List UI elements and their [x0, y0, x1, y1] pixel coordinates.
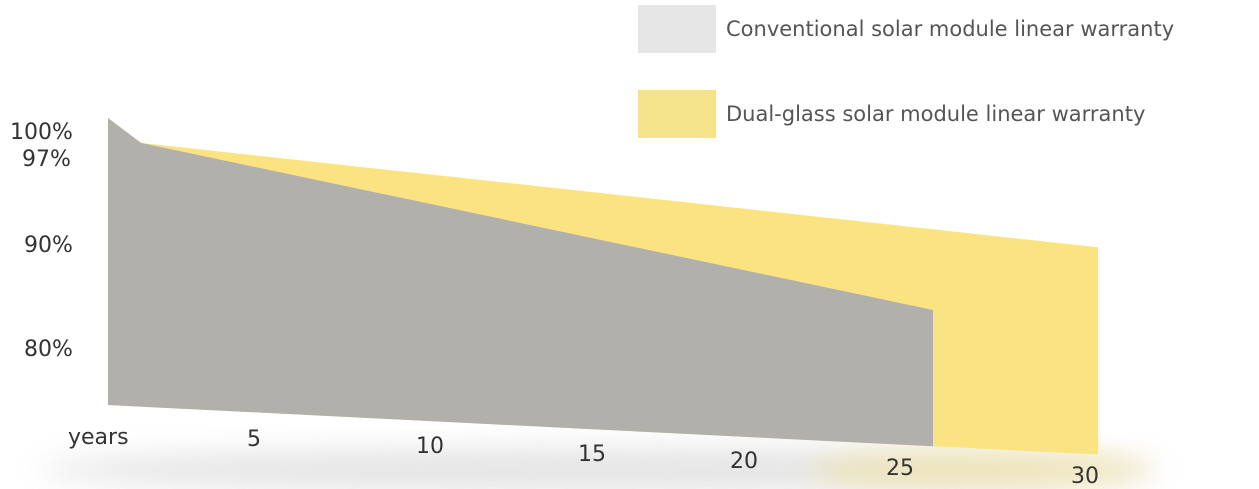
legend-item-dual-glass: Dual-glass solar module linear warranty [638, 90, 1145, 138]
legend-swatch-conventional [638, 5, 716, 53]
ground-glow [810, 450, 1150, 489]
x-axis-label: years [68, 425, 129, 450]
legend-label-conventional: Conventional solar module linear warrant… [726, 17, 1175, 41]
xtick-30: 30 [1071, 464, 1099, 489]
xtick-10: 10 [416, 434, 444, 459]
legend-swatch-dual-glass [638, 90, 716, 138]
ytick-90: 90% [24, 233, 73, 258]
area-conventional [108, 118, 933, 447]
xtick-25: 25 [886, 456, 914, 481]
ytick-100: 100% [10, 120, 73, 145]
xtick-20: 20 [730, 449, 758, 474]
legend-label-dual-glass: Dual-glass solar module linear warranty [726, 102, 1146, 126]
ytick-97: 97% [22, 147, 71, 172]
legend-item-conventional: Conventional solar module linear warrant… [638, 5, 1174, 53]
ytick-80: 80% [24, 337, 73, 362]
xtick-15: 15 [578, 442, 606, 467]
xtick-5: 5 [247, 427, 261, 452]
